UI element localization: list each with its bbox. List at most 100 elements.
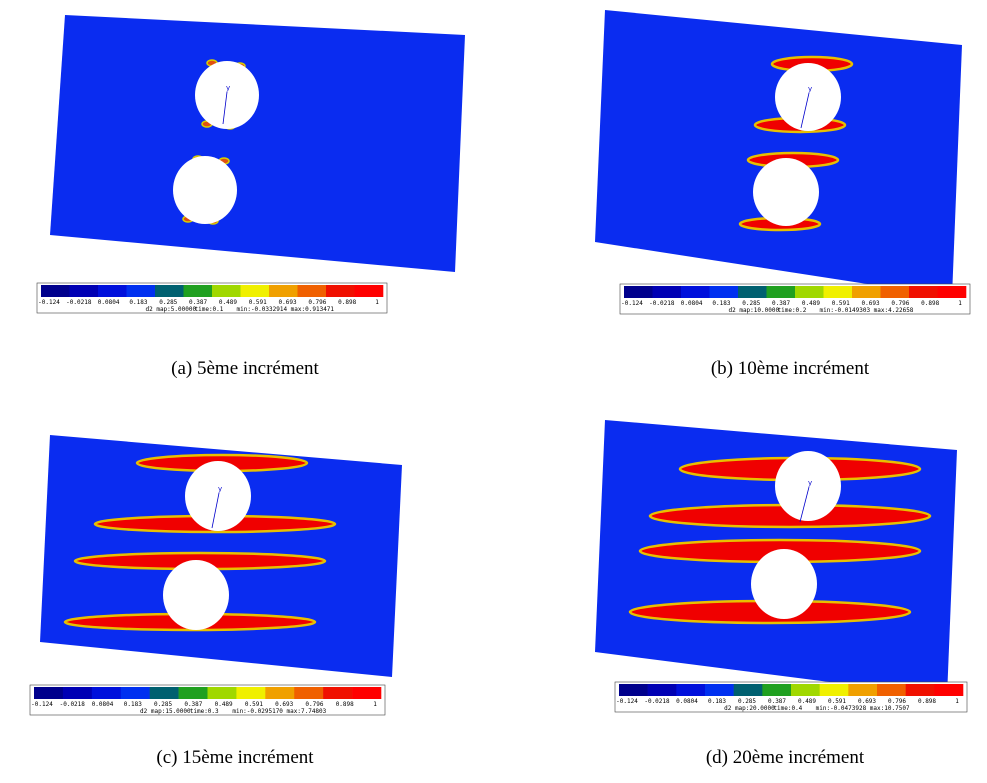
colorbar-segment — [880, 286, 910, 298]
colorbar-tick-label: 0.183 — [129, 299, 147, 306]
colorbar-segment — [212, 285, 241, 297]
colorbar-segment — [676, 684, 706, 696]
colorbar-tick-label: -0.124 — [616, 698, 638, 705]
caption: (c) 15ème incrément — [156, 747, 314, 768]
caption: (b) 10ème incrément — [711, 358, 870, 379]
map-info: d2 map:15.0000 — [140, 708, 191, 715]
colorbar-tick-label: 0.591 — [249, 299, 267, 306]
colorbar-segment — [265, 687, 295, 699]
colorbar-segment — [183, 285, 213, 297]
map-info: d2 map:20.0000 — [724, 705, 775, 712]
colorbar-segment — [624, 286, 653, 298]
colorbar-tick-label: 0.387 — [768, 698, 786, 705]
colorbar-tick-label: 0.387 — [189, 299, 207, 306]
colorbar-tick-label: 0.387 — [772, 300, 790, 307]
colorbar-segment — [297, 285, 327, 297]
time-info: time:0.4 — [773, 705, 802, 712]
colorbar-tick-label: 0.796 — [308, 299, 326, 306]
colorbar-segment — [236, 687, 266, 699]
panel-a: y — [50, 15, 465, 272]
colorbar-tick-label: -0.124 — [38, 299, 60, 306]
colorbar-segment — [848, 684, 878, 696]
plate — [50, 15, 465, 272]
colorbar-segment — [207, 687, 237, 699]
colorbar-segment — [178, 687, 208, 699]
colorbar-tick-label: 0.285 — [742, 300, 760, 307]
colorbar-tick-label: 0.898 — [336, 701, 354, 708]
colorbar-segment — [905, 684, 935, 696]
colorbar-tick-label: 0.285 — [159, 299, 177, 306]
colorbar-segment — [909, 286, 938, 298]
colorbar-segment — [738, 286, 767, 298]
colorbar-tick-label: -0.124 — [31, 701, 53, 708]
caption: (d) 20ème incrément — [706, 747, 865, 768]
colorbar-segment — [240, 285, 270, 297]
axis-label: y — [226, 84, 230, 92]
colorbar-tick-label: 0.898 — [918, 698, 936, 705]
axis — [211, 492, 220, 529]
axis-label: y — [808, 479, 812, 487]
colorbar-segment — [41, 285, 70, 297]
colorbar-tick-label: 1 — [373, 701, 377, 708]
colorbar-tick-label: 0.183 — [712, 300, 730, 307]
range-info: min:-0.0149303 max:4.22658 — [820, 307, 914, 314]
colorbar-segment — [647, 684, 677, 696]
colorbar-segment — [934, 684, 964, 696]
colorbar-tick-label: 0.489 — [215, 701, 233, 708]
colorbar-tick-label: 0.0804 — [98, 299, 120, 306]
colorbar-segment — [937, 286, 967, 298]
axis — [222, 91, 228, 125]
colorbar-tick-label: 0.898 — [921, 300, 939, 307]
colorbar-segment — [69, 285, 99, 297]
colorbar-segment — [681, 286, 710, 298]
colorbar-tick-label: 0.898 — [338, 299, 356, 306]
colorbar-tick-label: 0.796 — [891, 300, 909, 307]
colorbar-segment — [155, 285, 184, 297]
colorbar-segment — [34, 687, 64, 699]
caption: (a) 5ème incrément — [171, 358, 319, 379]
colorbar-tick-label: 0.591 — [828, 698, 846, 705]
colorbar-segment — [705, 684, 734, 696]
colorbar-segment — [120, 687, 150, 699]
colorbar-tick-label: 1 — [375, 299, 379, 306]
colorbar-tick-label: -0.0218 — [649, 300, 675, 307]
colorbar-segment — [877, 684, 906, 696]
hole — [163, 560, 229, 630]
colorbar-tick-label: 0.285 — [738, 698, 756, 705]
colorbar-tick-label: -0.0218 — [60, 701, 86, 708]
colorbar-tick-label: 0.591 — [832, 300, 850, 307]
colorbar-segment — [323, 687, 353, 699]
colorbar-segment — [98, 285, 127, 297]
colorbar-segment — [619, 684, 648, 696]
range-info: min:-0.0473928 max:10.7507 — [816, 705, 910, 712]
time-info: time:0.3 — [190, 708, 219, 715]
colorbar-segment — [91, 687, 122, 699]
colorbar-segment — [819, 684, 849, 696]
hole — [173, 156, 237, 224]
colorbar-tick-label: 0.183 — [708, 698, 726, 705]
hole — [775, 451, 841, 521]
colorbar-segment — [823, 286, 853, 298]
colorbar-segment — [652, 286, 682, 298]
colorbar-segment — [852, 286, 881, 298]
colorbar-tick-label: 0.693 — [858, 698, 876, 705]
colorbar-tick-label: -0.0218 — [644, 698, 670, 705]
colorbar-segment — [795, 286, 824, 298]
map-info: d2 map:10.0000 — [729, 307, 780, 314]
colorbar-tick-label: 0.0804 — [676, 698, 698, 705]
colorbar-tick-label: 0.387 — [184, 701, 202, 708]
colorbar-tick-label: -0.0218 — [66, 299, 92, 306]
colorbar-segment — [791, 684, 820, 696]
axis — [799, 486, 810, 523]
colorbar-tick-label: -0.124 — [621, 300, 643, 307]
colorbar-segment — [354, 285, 384, 297]
colorbar-segment — [709, 286, 739, 298]
colorbar-tick-label: 1 — [958, 300, 962, 307]
colorbar-tick-label: 0.0804 — [92, 701, 114, 708]
panel-c: y — [40, 435, 402, 677]
hole — [751, 549, 817, 619]
axis-label: y — [808, 85, 812, 93]
axis-label: y — [218, 485, 222, 493]
colorbar-segment — [149, 687, 179, 699]
range-info: min:-0.0295170 max:7.74803 — [232, 708, 326, 715]
